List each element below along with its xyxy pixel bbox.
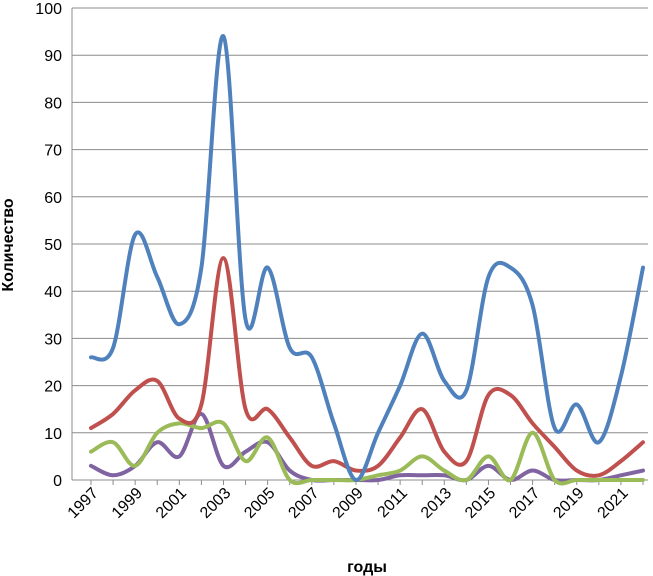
x-tick-label: 2013 bbox=[418, 485, 455, 522]
x-tick-label: 1997 bbox=[65, 485, 102, 522]
series-line-3 bbox=[89, 419, 645, 486]
x-axis-tick-labels: 1997 1999 2001 2003 2005 2007 2009 2011 2013 2015… bbox=[65, 485, 632, 522]
y-tick-label: 40 bbox=[44, 284, 62, 301]
y-tick-label: 30 bbox=[44, 331, 62, 348]
x-tick-label: 2003 bbox=[197, 485, 234, 522]
y-axis-title: Количество bbox=[0, 198, 17, 291]
y-tick-label: 70 bbox=[44, 143, 62, 160]
x-tick-label: 2021 bbox=[595, 485, 632, 522]
y-tick-label: 90 bbox=[44, 48, 62, 65]
series-line-1 bbox=[89, 34, 645, 482]
x-tick-label: 2017 bbox=[506, 485, 543, 522]
x-tick-label: 2005 bbox=[241, 485, 278, 522]
y-tick-label: 10 bbox=[44, 426, 62, 443]
y-axis-tick-labels: 0 10 20 30 40 50 60 70 80 90 100 bbox=[35, 1, 62, 490]
x-tick-label: 2007 bbox=[285, 485, 322, 522]
y-tick-label: 60 bbox=[44, 190, 62, 207]
x-axis-title: годы bbox=[347, 559, 387, 576]
y-tick-label: 50 bbox=[44, 237, 62, 254]
x-tick-label: 2015 bbox=[462, 485, 499, 522]
x-tick-label: 2009 bbox=[330, 485, 367, 522]
x-tick-label: 2019 bbox=[550, 485, 587, 522]
x-tick-label: 1999 bbox=[109, 485, 146, 522]
series-line-2 bbox=[89, 256, 645, 478]
x-tick-label: 2011 bbox=[375, 485, 411, 521]
y-tick-label: 80 bbox=[44, 95, 62, 112]
axes bbox=[71, 8, 648, 485]
y-tick-label: 0 bbox=[53, 473, 62, 490]
gridlines bbox=[72, 7, 648, 481]
y-tick-label: 20 bbox=[44, 379, 62, 396]
y-tick-label: 100 bbox=[35, 1, 62, 18]
series-lines bbox=[89, 34, 645, 486]
x-tick-label: 2001 bbox=[153, 485, 190, 522]
